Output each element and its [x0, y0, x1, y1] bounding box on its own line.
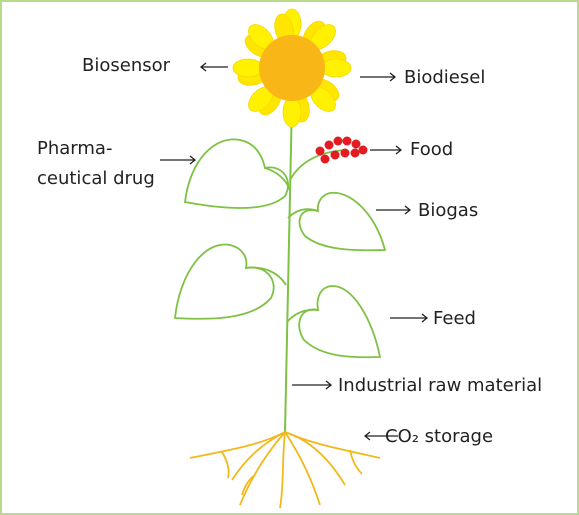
petal: [282, 96, 302, 128]
berry: [358, 145, 368, 155]
root: [279, 431, 286, 509]
berry: [333, 136, 343, 146]
petiole: [286, 308, 319, 323]
label: Pharma-: [37, 138, 112, 159]
arrow: [292, 380, 333, 390]
berry: [351, 139, 361, 149]
arrow: [390, 313, 429, 323]
petiole: [245, 266, 287, 286]
root: [284, 431, 346, 486]
root: [221, 451, 230, 479]
label: Industrial raw material: [338, 375, 542, 396]
arrow: [160, 155, 197, 165]
arrow: [363, 431, 398, 441]
berry: [340, 148, 350, 158]
berry: [315, 146, 325, 156]
petiole: [264, 167, 291, 191]
sunflower: [232, 8, 352, 128]
root: [349, 449, 363, 475]
stem: [284, 99, 293, 433]
berry-branch: [289, 149, 346, 181]
label: CO₂ storage: [385, 426, 493, 447]
petal: [232, 58, 264, 78]
arrow: [360, 72, 397, 82]
petal: [320, 58, 352, 78]
arrow: [370, 145, 403, 155]
label: Biodiesel: [404, 67, 485, 88]
root: [241, 474, 256, 496]
berry: [320, 154, 330, 164]
berries: [315, 136, 368, 164]
petiole: [287, 208, 319, 219]
label: Food: [410, 139, 453, 160]
label: Biogas: [418, 200, 478, 221]
berry: [350, 148, 360, 158]
label: Feed: [433, 308, 476, 329]
roots: [189, 431, 381, 509]
leaves: [174, 138, 387, 359]
berry: [342, 136, 352, 146]
arrow: [376, 205, 412, 215]
label: Biosensor: [82, 55, 171, 76]
arrows: [160, 62, 429, 441]
root: [284, 431, 321, 506]
arrow: [199, 62, 228, 72]
berry: [330, 150, 340, 160]
flower-center: [259, 35, 325, 101]
label: ceutical drug: [37, 168, 155, 189]
root: [239, 431, 286, 506]
berry: [324, 140, 334, 150]
root: [231, 431, 286, 481]
